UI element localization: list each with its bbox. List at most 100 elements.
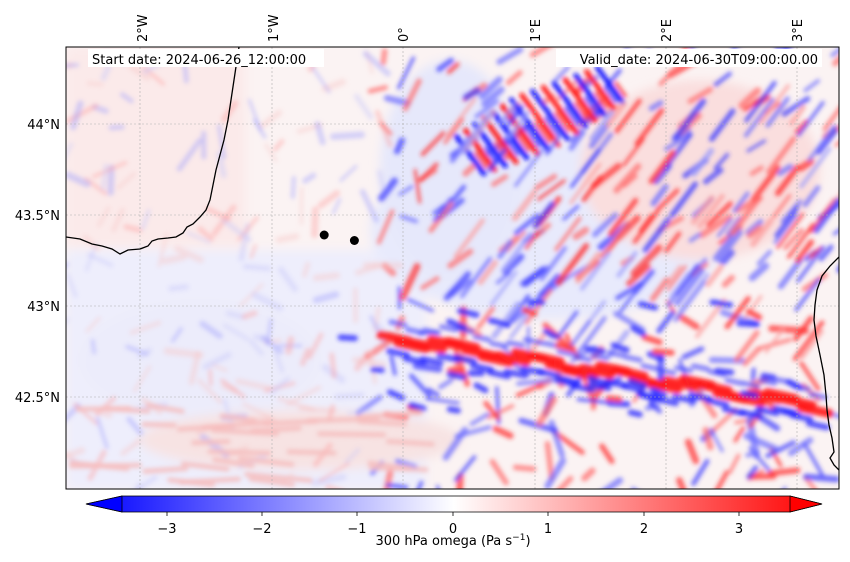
omega-feature bbox=[220, 378, 246, 399]
omega-feature bbox=[766, 136, 797, 175]
omega-feature bbox=[163, 347, 204, 359]
omega-feature bbox=[522, 337, 542, 346]
omega-feature bbox=[412, 362, 443, 373]
omega-feature bbox=[389, 354, 397, 376]
omega-feature bbox=[174, 245, 204, 263]
omega-feature bbox=[273, 348, 284, 373]
omega-feature bbox=[456, 472, 464, 489]
omega-feature bbox=[497, 239, 514, 260]
omega-feature bbox=[126, 416, 144, 436]
omega-feature bbox=[386, 348, 410, 358]
omega-feature bbox=[757, 337, 793, 351]
omega-feature bbox=[736, 320, 760, 328]
omega-feature bbox=[269, 376, 291, 395]
omega-feature bbox=[689, 47, 695, 50]
omega-feature bbox=[476, 306, 496, 330]
omega-feature bbox=[746, 465, 759, 480]
omega-feature bbox=[502, 253, 525, 276]
omega-feature bbox=[771, 193, 792, 219]
omega-feature bbox=[314, 121, 326, 146]
omega-feature bbox=[447, 367, 464, 375]
omega-feature bbox=[511, 189, 538, 222]
omega-feature bbox=[191, 439, 231, 446]
omega-feature bbox=[573, 354, 593, 363]
omega-feature bbox=[765, 96, 790, 128]
omega-feature bbox=[572, 226, 590, 241]
colorbar-tick-0: 0 bbox=[449, 522, 457, 537]
omega-feature bbox=[551, 65, 571, 85]
omega-feature bbox=[584, 96, 599, 115]
omega-feature bbox=[656, 310, 675, 334]
omega-feature bbox=[798, 328, 824, 360]
omega-feature bbox=[655, 188, 680, 212]
colorbar-tick-neg2: −2 bbox=[252, 522, 271, 537]
omega-feature bbox=[402, 78, 422, 112]
omega-feature bbox=[247, 98, 262, 132]
colorbar-tick-neg1: −1 bbox=[347, 522, 366, 537]
lon-label-3e: 3°E bbox=[791, 19, 806, 42]
omega-feature bbox=[503, 368, 528, 379]
omega-feature bbox=[645, 378, 683, 394]
omega-feature bbox=[394, 458, 418, 470]
omega-feature bbox=[197, 378, 223, 404]
omega-feature bbox=[632, 269, 655, 295]
omega-feature bbox=[641, 334, 663, 346]
omega-feature bbox=[555, 310, 579, 340]
omega-feature bbox=[286, 449, 337, 456]
coastline-atlantic bbox=[66, 47, 240, 255]
omega-feature bbox=[180, 461, 230, 472]
omega-feature bbox=[133, 365, 152, 393]
omega-feature bbox=[492, 425, 514, 439]
omega-feature bbox=[250, 425, 302, 434]
omega-feature bbox=[186, 231, 211, 244]
omega-feature bbox=[433, 197, 453, 222]
omega-feature bbox=[529, 47, 552, 58]
omega-feature bbox=[751, 164, 781, 202]
omega-feature bbox=[446, 62, 460, 75]
omega-feature bbox=[481, 86, 505, 108]
omega-feature bbox=[574, 101, 590, 121]
omega-feature bbox=[459, 256, 493, 299]
omega-feature bbox=[120, 438, 142, 456]
omega-feature bbox=[92, 407, 113, 419]
omega-feature bbox=[822, 106, 839, 132]
omega-feature bbox=[721, 274, 735, 288]
omega-feature bbox=[453, 218, 485, 259]
omega-feature bbox=[504, 294, 531, 327]
omega-feature bbox=[211, 363, 228, 373]
omega-feature bbox=[780, 408, 801, 418]
omega-feature bbox=[506, 105, 525, 127]
omega-feature bbox=[436, 57, 454, 73]
omega-feature bbox=[646, 351, 665, 362]
omega-feature bbox=[594, 91, 609, 109]
omega-feature bbox=[334, 392, 365, 400]
omega-feature bbox=[556, 348, 576, 357]
omega-feature bbox=[787, 436, 814, 457]
omega-feature bbox=[836, 265, 839, 273]
omega-feature bbox=[128, 64, 151, 81]
omega-feature bbox=[347, 408, 374, 415]
omega-feature bbox=[446, 318, 467, 331]
omega-feature bbox=[764, 328, 785, 354]
omega-feature bbox=[519, 92, 561, 148]
omega-feature bbox=[445, 97, 477, 138]
omega-feature bbox=[457, 308, 480, 318]
omega-feature bbox=[642, 217, 671, 253]
omega-feature bbox=[311, 65, 331, 94]
omega-feature bbox=[496, 47, 524, 65]
omega-feature bbox=[87, 81, 104, 87]
omega-feature bbox=[568, 319, 592, 349]
omega-feature bbox=[691, 147, 715, 177]
omega-feature bbox=[544, 441, 555, 481]
omega-feature bbox=[249, 244, 257, 259]
omega-feature bbox=[604, 86, 618, 104]
omega-feature bbox=[569, 148, 601, 189]
omega-feature bbox=[832, 55, 839, 67]
omega-feature bbox=[66, 171, 91, 188]
omega-feature bbox=[605, 220, 632, 254]
omega-feature bbox=[803, 78, 821, 93]
omega-feature bbox=[622, 173, 638, 188]
omega-feature bbox=[374, 109, 393, 148]
omega-feature bbox=[406, 298, 435, 313]
omega-feature bbox=[540, 84, 580, 136]
